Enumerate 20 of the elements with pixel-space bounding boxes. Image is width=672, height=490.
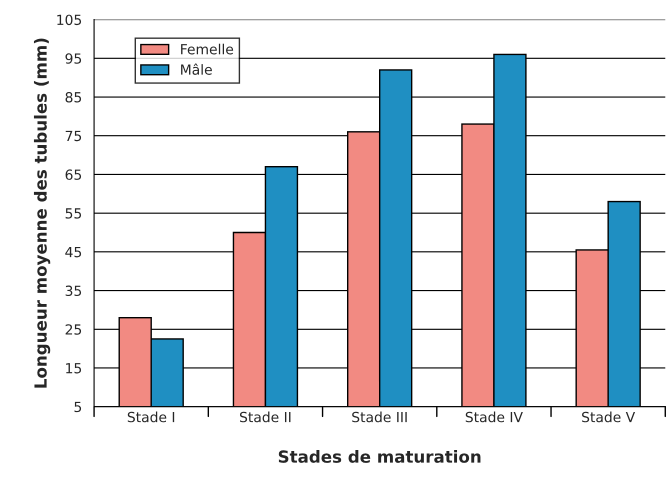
y-tick-label: 65 [66,169,82,180]
y-tick-label: 85 [66,92,82,102]
y-tick-label: 55 [66,208,82,219]
x-tick-label: Stade V [582,412,636,422]
y-tick-label: 95 [65,53,82,64]
y-axis-title: Longueur moyenne des tubules (mm) [34,38,50,388]
legend-label: Mâle [181,64,212,75]
x-axis-title: Stades de maturation [278,450,480,463]
y-tick-label: 25 [66,324,82,335]
x-tick-label: Stade III [352,412,407,422]
x-tick-label: Stade II [240,412,290,422]
legend-label: Femelle [181,44,234,54]
x-tick-label: Stade I [128,412,174,422]
x-tick-label: Stade IV [466,412,523,422]
y-tick-label: 45 [65,247,82,258]
y-tick-label: 75 [66,130,82,142]
y-tick-label: 5 [74,402,82,412]
y-tick-label: 35 [66,286,82,296]
y-tick-label: 105 [57,14,82,26]
y-tick-label: 15 [66,363,82,374]
